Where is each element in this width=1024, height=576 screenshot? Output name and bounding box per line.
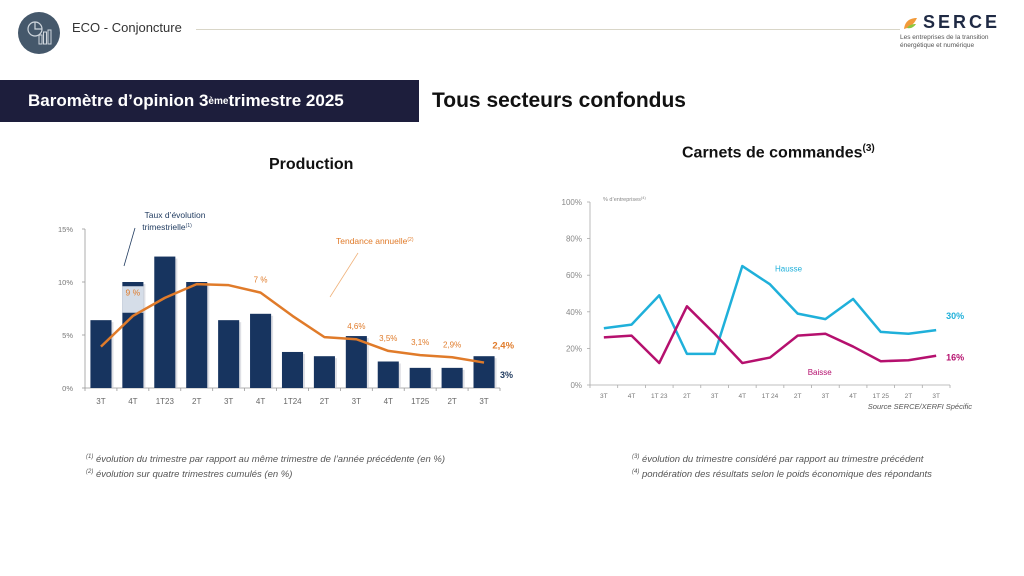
bar-highlight [122, 286, 144, 313]
footnote-4: (4) pondération des résultats selon le p… [632, 469, 932, 481]
bar [186, 282, 208, 388]
section-title: ECO - Conjoncture [72, 20, 182, 35]
bar [473, 356, 495, 388]
header-divider [196, 29, 900, 30]
production-footnotes: (1) évolution du trimestre par rapport a… [86, 451, 445, 481]
x-tick-label: 3T [600, 393, 608, 400]
x-tick-label: 2T [320, 397, 329, 406]
y-tick-label: 60% [566, 271, 582, 280]
y-tick-label: 0% [570, 381, 582, 390]
x-tick-label: 3T [932, 393, 940, 400]
bars-annotation-line2: trimestrielle(1) [142, 222, 192, 232]
eco-logo [18, 12, 60, 54]
page-subtitle: Tous secteurs confondus [432, 89, 686, 112]
bars-annotation-pointer [123, 227, 136, 267]
bar [313, 356, 335, 388]
x-tick-label: 2T [683, 393, 691, 400]
pie-bar-chart-icon [27, 21, 52, 45]
data-label: 3% [500, 370, 513, 380]
bar [154, 256, 176, 388]
x-tick-label: 4T [384, 397, 393, 406]
data-label: 4,6% [347, 322, 365, 331]
carnets-title: Carnets de commandes(3) [682, 143, 875, 162]
bar [409, 367, 431, 388]
x-tick-label: 1T24 [283, 397, 302, 406]
unit-label: % d’entreprises(4) [603, 195, 646, 203]
y-tick-label: 0% [62, 384, 73, 393]
y-tick-label: 20% [566, 344, 582, 353]
data-label: 7 % [254, 276, 268, 285]
y-tick-label: 80% [566, 235, 582, 244]
data-label: 2,9% [443, 340, 461, 349]
x-tick-label: 3T [479, 397, 488, 406]
x-tick-label: 4T [628, 393, 636, 400]
serce-logo: SERCE Les entreprises de la transition é… [900, 12, 1010, 49]
carnets-footnotes: (3) évolution du trimestre considéré par… [632, 451, 932, 481]
end-label: 30% [946, 311, 964, 321]
bar [218, 320, 240, 388]
x-tick-label: 3T [822, 393, 830, 400]
brand-tagline-2: énergétique et numérique [900, 42, 975, 49]
trend-annotation: Tendance annuelle(2) [336, 236, 414, 246]
x-tick-label: 2T [192, 397, 201, 406]
highlight-label: 9 % [126, 287, 141, 297]
x-tick-label: 4T [849, 393, 857, 400]
x-tick-label: 2T [905, 393, 913, 400]
banner-suffix: trimestre 2025 [228, 91, 344, 110]
data-label: 3,1% [411, 338, 429, 347]
bars-annotation: Taux d’évolution [145, 210, 206, 220]
banner-prefix: Baromètre d’opinion 3 [28, 91, 209, 110]
x-tick-label: 3T [96, 397, 105, 406]
trend-annotation-pointer [329, 252, 359, 298]
x-tick-label: 2T [794, 393, 802, 400]
bar [281, 351, 304, 388]
legend-hausse: Hausse [775, 265, 803, 274]
x-tick-label: 1T 23 [651, 393, 668, 400]
x-tick-label: 1T 24 [762, 393, 779, 400]
bar [441, 367, 463, 388]
source-label: Source SERCE/XERFI Spécific [868, 402, 972, 411]
y-tick-label: 100% [562, 198, 582, 207]
x-tick-label: 1T23 [156, 397, 175, 406]
series-line-hausse [603, 264, 937, 356]
brand-tagline-1: Les entreprises de la transition [900, 34, 989, 41]
page-banner: Baromètre d’opinion 3 ème trimestre 2025 [0, 80, 419, 122]
x-tick-label: 1T25 [411, 397, 430, 406]
legend-baisse: Baisse [808, 368, 833, 377]
x-tick-label: 4T [128, 397, 137, 406]
trend-line [100, 282, 485, 364]
x-tick-label: 3T [711, 393, 719, 400]
leaf-icon [904, 17, 917, 29]
production-title: Production [269, 156, 354, 173]
data-label: 2,4% [492, 341, 514, 352]
end-label: 16% [946, 353, 964, 363]
footnote-1: (1) évolution du trimestre par rapport a… [86, 454, 446, 466]
bar [90, 320, 112, 388]
y-tick-label: 40% [566, 308, 582, 317]
banner-sup: ème [208, 95, 229, 107]
footnote-3: (3) évolution du trimestre considéré par… [632, 454, 924, 466]
bar [377, 361, 399, 388]
x-tick-label: 4T [256, 397, 265, 406]
y-tick-label: 5% [62, 331, 73, 340]
x-tick-label: 2T [447, 397, 456, 406]
production-chart: 0% 5% 10% 15% 3T 4T 1T23 2T 3T 4T 1T24 2T 3T 4T 1T25 2T… [58, 210, 515, 406]
y-tick-label: 10% [58, 278, 73, 287]
footnote-2: (2) évolution sur quatre trimestres cumu… [86, 469, 293, 481]
y-tick-label: 15% [58, 225, 73, 234]
bar [250, 313, 272, 388]
x-tick-label: 3T [352, 397, 361, 406]
x-tick-label: 1T 25 [873, 393, 890, 400]
series-line-baisse [603, 305, 937, 365]
bar [345, 336, 367, 388]
data-label: 3,5% [379, 334, 397, 343]
x-tick-label: 4T [739, 393, 747, 400]
carnets-chart: 0% 20% 40% 60% 80% 100% 3T 4T 1T 23 2T 3T 4T 1T 24 2T… [562, 195, 973, 411]
brand-name: SERCE [923, 12, 1001, 32]
x-tick-label: 3T [224, 397, 233, 406]
